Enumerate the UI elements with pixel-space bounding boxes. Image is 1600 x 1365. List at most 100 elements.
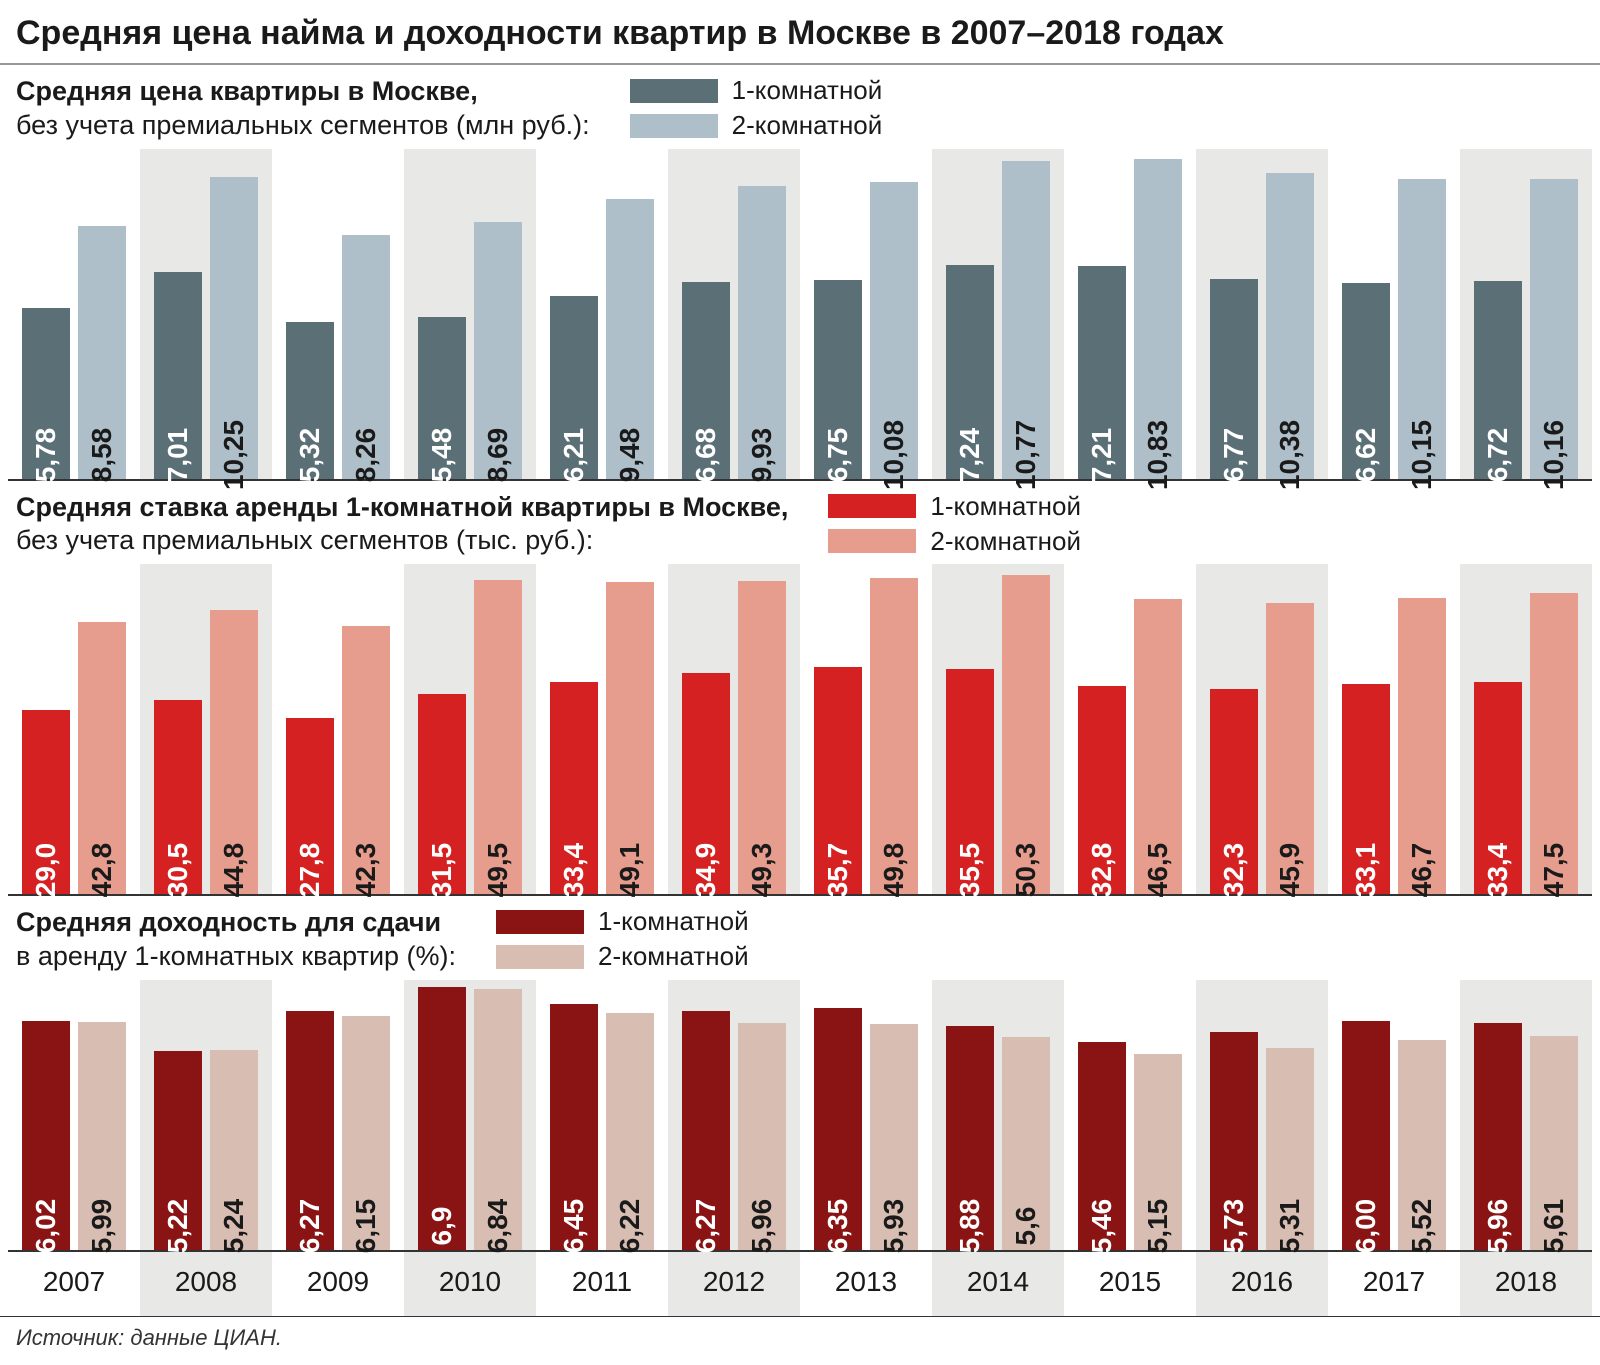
legend: 1-комнатной 2-комнатной <box>828 491 1081 557</box>
bar-value-label: 6,35 <box>822 1198 854 1253</box>
year-group: 6,00 5,52 <box>1328 980 1460 1250</box>
year-group: 35,550,3 <box>932 564 1064 894</box>
bar-series1: 6,75 <box>814 280 862 479</box>
bar-series1: 5,48 <box>418 317 466 478</box>
bar-series1: 6,02 <box>22 1021 70 1250</box>
bar-value-label: 10,83 <box>1142 419 1174 489</box>
bar-series1: 6,21 <box>550 296 598 479</box>
bar-series1: 30,5 <box>154 700 202 894</box>
bar-series1: 32,3 <box>1210 689 1258 894</box>
bar-series2: 46,5 <box>1134 599 1182 894</box>
bar-value-label: 5,52 <box>1406 1198 1438 1253</box>
legend-item: 2-комнатной <box>828 526 1081 557</box>
bar-value-label: 6,75 <box>822 427 854 482</box>
year-label: 2017 <box>1328 1252 1460 1316</box>
year-group: 34,949,3 <box>668 564 800 894</box>
bar-series1: 6,27 <box>682 1011 730 1249</box>
year-group: 31,549,5 <box>404 564 536 894</box>
year-group: 5,88 5,6 <box>932 980 1064 1250</box>
bar-series2: 10,15 <box>1398 179 1446 478</box>
bar-value-label: 6,9 <box>426 1206 458 1245</box>
bar-value-label: 5,15 <box>1142 1198 1174 1253</box>
bar-value-label: 8,58 <box>86 427 118 482</box>
bar-value-label: 5,31 <box>1274 1198 1306 1253</box>
bar-series2: 50,3 <box>1002 575 1050 894</box>
bar-value-label: 5,96 <box>746 1198 778 1253</box>
bar-value-label: 5,93 <box>878 1198 910 1253</box>
year-group: 6,7210,16 <box>1460 149 1592 479</box>
year-group: 27,842,3 <box>272 564 404 894</box>
bar-value-label: 10,38 <box>1274 419 1306 489</box>
bar-value-label: 27,8 <box>294 843 326 898</box>
section-title-rest: в аренду 1-комнатных квартир (%): <box>16 941 456 971</box>
bar-series1: 7,24 <box>946 265 994 478</box>
year-group: 32,345,9 <box>1196 564 1328 894</box>
bar-value-label: 32,3 <box>1218 843 1250 898</box>
section-title: Средняя доходность для сдачи в аренду 1-к… <box>16 906 456 974</box>
year-group: 5,22 5,24 <box>140 980 272 1250</box>
bar-series2: 49,3 <box>738 581 786 894</box>
bar-value-label: 6,84 <box>482 1198 514 1253</box>
bar-series1: 32,8 <box>1078 686 1126 894</box>
bar-series2: 5,15 <box>1134 1054 1182 1250</box>
bar-value-label: 10,16 <box>1538 419 1570 489</box>
bar-series1: 5,78 <box>22 308 70 478</box>
bar-series1: 5,46 <box>1078 1042 1126 1250</box>
legend-swatch <box>630 79 718 103</box>
bar-series1: 35,7 <box>814 667 862 894</box>
bar-value-label: 5,32 <box>294 427 326 482</box>
chart-section-1: Средняя ставка аренды 1-комнатной кварти… <box>0 481 1600 897</box>
chart-section-2: Средняя доходность для сдачи в аренду 1-к… <box>0 896 1600 1252</box>
bar-value-label: 7,01 <box>162 427 194 482</box>
bar-series1: 5,73 <box>1210 1032 1258 1250</box>
bar-value-label: 30,5 <box>162 843 194 898</box>
year-group: 29,042,8 <box>8 564 140 894</box>
bar-series1: 6,62 <box>1342 283 1390 478</box>
bars-row: 29,042,830,544,827,842,331,549,533,449,1… <box>8 564 1592 894</box>
year-group: 5,73 5,31 <box>1196 980 1328 1250</box>
bar-value-label: 47,5 <box>1538 843 1570 898</box>
year-label: 2010 <box>404 1252 536 1316</box>
bar-value-label: 31,5 <box>426 843 458 898</box>
bar-series2: 49,8 <box>870 578 918 894</box>
bar-value-label: 5,24 <box>218 1198 250 1253</box>
bar-series2: 9,93 <box>738 186 786 479</box>
year-group: 6,35 5,93 <box>800 980 932 1250</box>
bar-series1: 6,00 <box>1342 1021 1390 1249</box>
section-title-bold: Средняя доходность для сдачи <box>16 907 441 937</box>
bar-series2: 6,84 <box>474 989 522 1249</box>
bar-series1: 5,88 <box>946 1026 994 1250</box>
bar-series2: 6,22 <box>606 1013 654 1250</box>
bar-series2: 5,61 <box>1530 1036 1578 1249</box>
bar-value-label: 5,96 <box>1482 1198 1514 1253</box>
bar-value-label: 42,8 <box>86 843 118 898</box>
bar-value-label: 6,62 <box>1350 427 1382 482</box>
bar-value-label: 5,78 <box>30 427 62 482</box>
bar-series2: 42,3 <box>342 626 390 894</box>
bar-value-label: 5,88 <box>954 1198 986 1253</box>
legend-label: 2-комнатной <box>930 526 1081 557</box>
legend-item: 1-комнатной <box>828 491 1081 522</box>
source-text: Источник: данные ЦИАН. <box>0 1316 1600 1365</box>
year-group: 5,328,26 <box>272 149 404 479</box>
legend-item: 2-комнатной <box>630 110 883 141</box>
bar-value-label: 10,15 <box>1406 419 1438 489</box>
section-title-bold: Средняя ставка аренды 1-комнатной кварти… <box>16 492 788 522</box>
bar-value-label: 5,6 <box>1010 1206 1042 1245</box>
bar-value-label: 9,93 <box>746 427 778 482</box>
bar-series1: 6,72 <box>1474 281 1522 479</box>
bar-value-label: 32,8 <box>1086 843 1118 898</box>
year-group: 6,27 5,96 <box>668 980 800 1250</box>
bar-value-label: 6,72 <box>1482 427 1514 482</box>
bar-value-label: 5,48 <box>426 427 458 482</box>
bar-value-label: 5,22 <box>162 1198 194 1253</box>
bar-value-label: 8,69 <box>482 427 514 482</box>
legend-label: 1-комнатной <box>930 491 1081 522</box>
bar-value-label: 6,45 <box>558 1198 590 1253</box>
legend-label: 1-комнатной <box>732 75 883 106</box>
bar-value-label: 10,08 <box>878 419 910 489</box>
bar-value-label: 7,24 <box>954 427 986 482</box>
legend-label: 2-комнатной <box>732 110 883 141</box>
bar-value-label: 6,68 <box>690 427 722 482</box>
bar-value-label: 33,4 <box>1482 843 1514 898</box>
